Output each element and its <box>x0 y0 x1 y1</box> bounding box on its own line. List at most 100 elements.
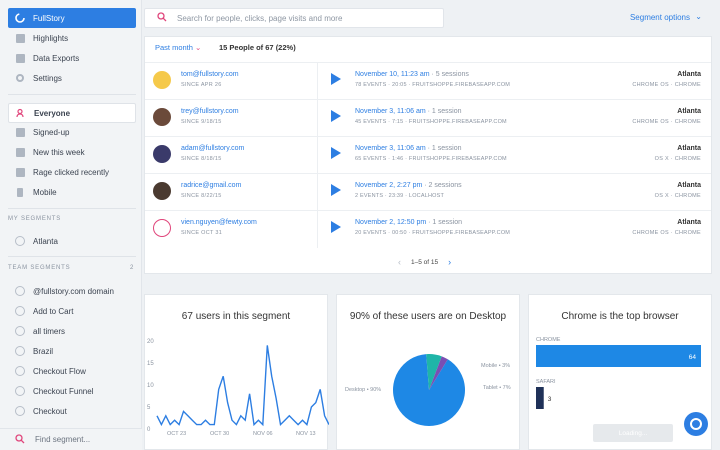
users-series-line <box>156 345 329 427</box>
chevron-left-icon[interactable]: ‹ <box>398 257 401 267</box>
segment-atlanta[interactable]: Atlanta <box>8 231 136 251</box>
table-row[interactable]: tom@fullstory.com SINCE APR 26 November … <box>145 62 711 100</box>
user-os: CHROME OS · CHROME <box>632 82 701 88</box>
pie-label-mobile: Mobile • 3% <box>481 363 510 369</box>
people-icon <box>16 108 26 118</box>
nav-item-data-exports[interactable]: Data Exports <box>8 48 136 68</box>
segment-label: New this week <box>33 147 85 157</box>
avatar <box>153 108 171 126</box>
search-input[interactable]: Search for people, clicks, page visits a… <box>144 8 444 28</box>
browser-chart-title: Chrome is the top browser <box>561 311 679 322</box>
segment-label: Checkout <box>33 406 67 416</box>
session-date-text: November 3, 11:06 am <box>355 145 426 152</box>
users-line-chart: 20 15 10 5 0 OCT 23 OCT 30 NOV 06 NOV 13 <box>147 339 329 437</box>
session-count: · 1 session <box>427 108 462 115</box>
user-since: SINCE 9/18/15 <box>181 119 222 125</box>
nav-label: Data Exports <box>33 53 80 63</box>
nav-item-highlights[interactable]: Highlights <box>8 28 136 48</box>
play-icon[interactable] <box>331 73 341 85</box>
play-icon[interactable] <box>331 184 341 196</box>
team-segment-item[interactable]: Add to Cart <box>8 301 136 321</box>
divider <box>317 211 318 248</box>
nav-item-settings[interactable]: Settings <box>8 68 136 88</box>
clipboard-icon <box>15 127 25 137</box>
segment-new-this-week[interactable]: New this week <box>8 142 136 162</box>
session-date[interactable]: November 3, 11:06 am · 1 session <box>355 108 462 115</box>
user-os: OS X · CHROME <box>654 156 701 162</box>
chevron-right-icon[interactable]: › <box>448 257 452 267</box>
user-email[interactable]: adam@fullstory.com <box>181 145 245 152</box>
segment-rage-clicked[interactable]: Rage clicked recently <box>8 162 136 182</box>
users-chart-title: 67 users in this segment <box>181 311 291 322</box>
table-row[interactable]: trey@fullstory.com SINCE 9/18/15 Novembe… <box>145 99 711 137</box>
pie-label-tablet: Tablet • 7% <box>483 385 511 391</box>
segment-ring-icon <box>15 306 25 316</box>
segment-ring-icon <box>15 386 25 396</box>
segment-ring-icon <box>15 366 25 376</box>
chevron-down-icon[interactable]: ⌄ <box>695 12 702 21</box>
date-filter-dropdown[interactable]: Past month ⌄ <box>155 43 201 52</box>
brand-item[interactable]: FullStory <box>8 8 136 28</box>
session-date[interactable]: November 3, 11:06 am · 1 session <box>355 145 462 152</box>
play-icon[interactable] <box>331 110 341 122</box>
user-city: Atlanta <box>677 108 701 115</box>
x-tick-label: OCT 23 <box>167 431 186 437</box>
session-date[interactable]: November 2, 12:50 pm · 1 session <box>355 219 462 226</box>
segment-mobile[interactable]: Mobile <box>8 182 136 202</box>
table-row[interactable]: adam@fullstory.com SINCE 8/18/15 Novembe… <box>145 136 711 174</box>
session-date[interactable]: November 2, 2:27 pm · 2 sessions <box>355 182 462 189</box>
team-segment-item[interactable]: Brazil <box>8 341 136 361</box>
segment-ring-icon <box>15 406 25 416</box>
pagination: ‹ 1–5 of 15 › <box>398 257 451 267</box>
session-events: 78 EVENTS · 20:05 · FRUITSHOPPE.FIREBASE… <box>355 82 511 88</box>
user-email[interactable]: tom@fullstory.com <box>181 71 239 78</box>
segment-everyone[interactable]: Everyone <box>8 103 136 123</box>
user-since: SINCE 8/18/15 <box>181 156 222 162</box>
user-os: CHROME OS · CHROME <box>632 230 701 236</box>
user-since: SINCE APR 26 <box>181 82 222 88</box>
segment-label: @fullstory.com domain <box>33 286 114 296</box>
team-segment-item[interactable]: @fullstory.com domain <box>8 281 136 301</box>
team-segment-item[interactable]: Checkout <box>8 401 136 421</box>
sidebar: FullStory Highlights Data Exports Settin… <box>0 0 142 450</box>
y-tick-label: 5 <box>147 405 151 411</box>
user-os: CHROME OS · CHROME <box>632 119 701 125</box>
y-tick-label: 0 <box>147 427 151 433</box>
find-segment-input[interactable]: Find segment... <box>0 428 142 450</box>
table-row[interactable]: vien.nguyen@fewty.com SINCE OCT 31 Novem… <box>145 210 711 248</box>
segment-label: Rage clicked recently <box>33 167 110 177</box>
play-icon[interactable] <box>331 147 341 159</box>
search-icon <box>157 12 167 24</box>
team-segment-item[interactable]: Checkout Flow <box>8 361 136 381</box>
loading-indicator: Loading... <box>593 424 673 442</box>
segment-options-button[interactable]: Segment options <box>629 13 690 22</box>
play-icon[interactable] <box>331 221 341 233</box>
user-email[interactable]: trey@fullstory.com <box>181 108 239 115</box>
segment-signed-up[interactable]: Signed-up <box>8 122 136 142</box>
segment-label: Brazil <box>33 346 54 356</box>
segment-ring-icon <box>15 346 25 356</box>
bar-chrome <box>536 345 701 367</box>
session-date-text: November 3, 11:06 am <box>355 108 426 115</box>
y-tick-label: 20 <box>147 339 154 345</box>
pie-slice-mobile <box>429 356 448 390</box>
pie-label-desktop: Desktop • 90% <box>345 387 381 393</box>
device-chart-card: 90% of these users are on Desktop Deskto… <box>336 294 520 450</box>
user-email[interactable]: vien.nguyen@fewty.com <box>181 219 257 226</box>
y-tick-label: 15 <box>147 361 154 367</box>
highlights-icon <box>15 33 25 43</box>
segment-label: Mobile <box>33 187 57 197</box>
avatar <box>153 182 171 200</box>
x-tick-label: NOV 13 <box>296 431 316 437</box>
brand-label: FullStory <box>33 13 65 23</box>
search-placeholder: Search for people, clicks, page visits a… <box>177 13 343 23</box>
chat-button[interactable] <box>684 412 708 436</box>
session-date-text: November 2, 12:50 pm <box>355 219 427 226</box>
session-date[interactable]: November 10, 11:23 am · 5 sessions <box>355 71 469 78</box>
segment-label: Everyone <box>34 108 71 118</box>
pie-slice-desktop <box>393 354 465 426</box>
team-segment-item[interactable]: Checkout Funnel <box>8 381 136 401</box>
table-row[interactable]: radrice@gmail.com SINCE 8/22/15 November… <box>145 173 711 211</box>
user-email[interactable]: radrice@gmail.com <box>181 182 242 189</box>
team-segment-item[interactable]: all timers <box>8 321 136 341</box>
